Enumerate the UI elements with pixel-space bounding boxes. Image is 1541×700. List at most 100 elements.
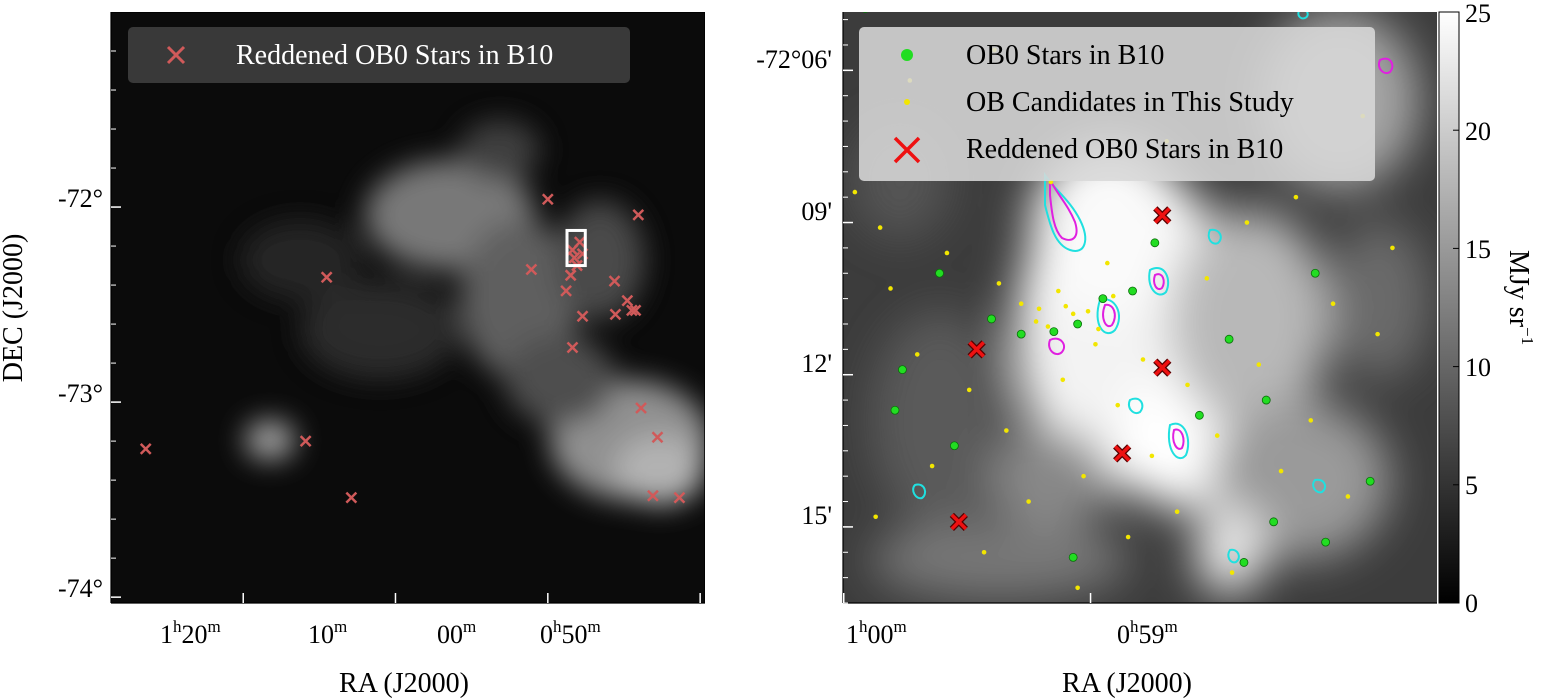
legend-candidate-marker — [904, 99, 910, 105]
reddened-star-marker — [647, 489, 659, 502]
reddened-star-marker — [525, 263, 538, 276]
candidate-marker — [1081, 473, 1086, 479]
reddened-marker — [1113, 444, 1132, 463]
candidate-marker — [944, 250, 950, 256]
candidate-marker — [1060, 377, 1066, 383]
legend-ob0-label: OB0 Stars in B10 — [966, 40, 1164, 71]
left-legend: Reddened OB0 Stars in B10 — [128, 27, 630, 83]
reddened-star-marker — [320, 271, 333, 284]
left-markers — [139, 193, 686, 504]
left-ytick-label: -72° — [58, 184, 103, 213]
left-xtick-sup: h — [173, 617, 182, 636]
ob0-marker — [1239, 558, 1249, 567]
colorbar-tick-label: 20 — [1465, 117, 1491, 146]
reddened-marker — [1153, 358, 1172, 377]
colorbar-ticks — [1453, 11, 1459, 604]
left-xtick-major: 0 — [540, 620, 553, 649]
reddened-marker — [1032, 0, 1046, 9]
candidate-marker — [1375, 331, 1380, 337]
reddened-star-marker — [139, 443, 152, 455]
left-xtick-sup: m — [588, 617, 601, 636]
ob0-marker — [1310, 268, 1320, 278]
ob0-marker — [1224, 334, 1234, 344]
ob0-marker — [949, 441, 959, 451]
left-xtick-label: 0h50m — [540, 617, 601, 649]
right-xtick-label: 1h00m — [846, 617, 907, 649]
left-xtick-major: 00 — [437, 620, 463, 649]
reddened-star-marker — [573, 236, 586, 249]
legend-reddened-label: Reddened OB0 Stars in B10 — [966, 134, 1283, 165]
left-xtick-major: 1 — [160, 620, 173, 649]
reddened-star-marker — [299, 435, 312, 447]
candidate-marker — [1004, 428, 1009, 433]
candidate-marker — [1390, 245, 1395, 251]
reddened-star-marker — [609, 308, 622, 321]
candidate-marker — [981, 549, 987, 555]
left-legend-label: Reddened OB0 Stars in B10 — [236, 40, 553, 71]
ob0-marker — [1261, 395, 1271, 405]
right-xtick-major: 1 — [846, 620, 859, 649]
right-reddened-markers — [949, 0, 1172, 531]
candidate-marker — [1063, 303, 1069, 309]
candidate-marker — [1085, 309, 1091, 314]
candidate-marker — [1308, 418, 1314, 423]
candidate-marker — [1256, 362, 1262, 367]
right-ytick-label: 09' — [801, 197, 832, 226]
candidate-marker — [1105, 260, 1110, 266]
colorbar-tick-label: 25 — [1465, 0, 1491, 28]
candidate-marker — [1149, 453, 1155, 459]
right-tick-marks — [842, 19, 1092, 604]
reddened-star-marker — [635, 402, 647, 414]
candidate-marker — [1244, 220, 1250, 225]
candidate-marker — [1345, 494, 1351, 499]
right-ytick-label: 12' — [801, 349, 832, 378]
left-xtick-label: 1h20m — [160, 617, 221, 649]
left-xtick-sup: m — [208, 617, 221, 636]
right-candidate-markers — [852, 47, 1395, 591]
right-xtick-sup: m — [894, 617, 907, 636]
left-xlabel: RA (J2000) — [339, 668, 469, 699]
candidate-marker — [966, 387, 972, 393]
left-tick-marks — [111, 50, 701, 603]
reddened-star-marker — [626, 304, 638, 317]
colorbar-tick-label: 0 — [1465, 589, 1478, 618]
reddened-star-marker — [568, 251, 581, 264]
left-ytick-label: -74° — [58, 574, 103, 603]
candidate-marker — [1075, 585, 1080, 591]
left-xtick-sup: m — [334, 617, 347, 636]
reddened-star-marker — [608, 275, 621, 288]
right-xtick-major: 0 — [1117, 620, 1130, 649]
reddened-star-marker — [566, 341, 579, 354]
left-panel-image — [111, 12, 705, 603]
candidate-marker — [888, 286, 893, 291]
right-xlabel: RA (J2000) — [1062, 668, 1192, 699]
ob0-marker — [1365, 476, 1375, 486]
reddened-star-marker — [632, 208, 645, 221]
ob0-marker — [1098, 294, 1108, 304]
reddened-star-marker — [541, 193, 554, 206]
reddened-marker — [1153, 206, 1172, 225]
candidate-marker — [1140, 357, 1146, 362]
left-xtick-sup: h — [553, 617, 562, 636]
reddened-marker — [967, 340, 986, 359]
candidate-marker — [1033, 319, 1039, 324]
left-ytick-label: -73° — [58, 379, 103, 408]
right-xtick-sup: m — [1165, 617, 1178, 636]
legend-ob0-marker — [901, 49, 913, 61]
candidate-marker — [1110, 293, 1116, 299]
candidate-marker — [1045, 324, 1051, 329]
colorbar — [1438, 11, 1460, 604]
ob0-marker — [1195, 410, 1204, 420]
ob0-marker — [1073, 319, 1083, 329]
ob0-marker — [1269, 517, 1279, 527]
right-xtick-minor: 59 — [1139, 620, 1165, 649]
zoom-box — [565, 228, 587, 268]
candidate-marker — [1056, 288, 1061, 294]
candidate-marker — [1278, 468, 1284, 474]
reddened-star-marker — [629, 304, 642, 317]
right-ytick-label: -72°06' — [756, 45, 832, 74]
colorbar-tick-label: 5 — [1465, 471, 1478, 500]
ob0-marker — [862, 12, 868, 13]
right-xtick-label: 0h59m — [1117, 617, 1178, 649]
candidate-marker — [1229, 570, 1235, 575]
